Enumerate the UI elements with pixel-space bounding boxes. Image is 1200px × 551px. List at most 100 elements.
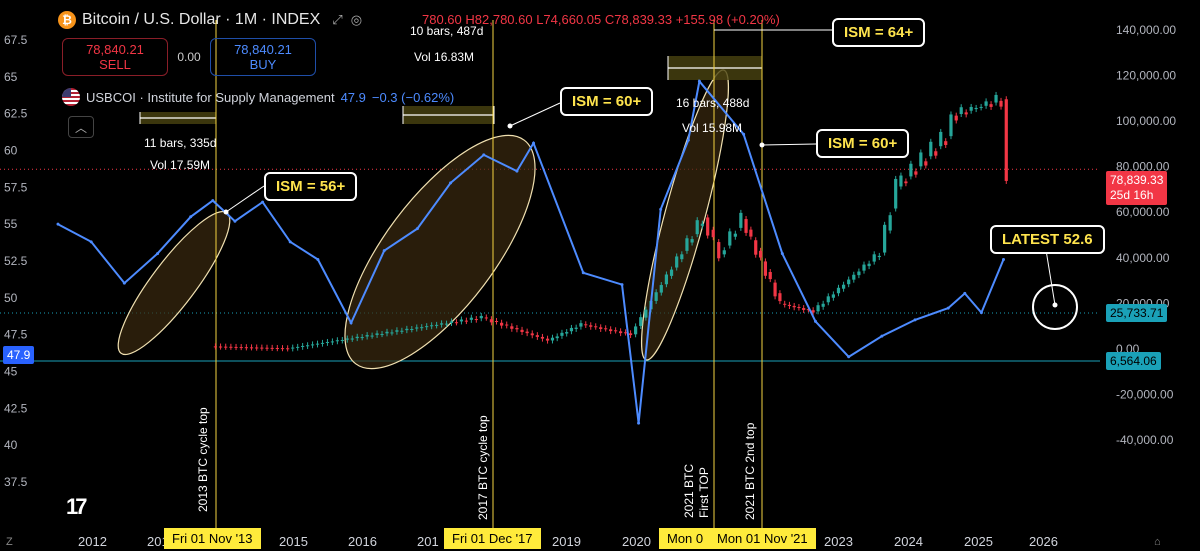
btc-candle — [305, 345, 310, 347]
btc-candle — [430, 325, 434, 327]
sell-button[interactable]: 78,840.21 SELL — [62, 38, 168, 76]
right-axis-tick: 100,000.00 — [1116, 114, 1176, 128]
ism-point — [946, 306, 950, 310]
btc-candle — [530, 333, 534, 336]
countdown: 25d 16h — [1110, 188, 1154, 202]
btc-candle — [525, 331, 529, 334]
line-level-tag: 25,733.71 — [1106, 304, 1168, 322]
left-axis-tick: 60 — [4, 144, 18, 158]
x-axis-tick-partial: 201 — [417, 534, 439, 549]
current-price-tag: 78,839.33 25d 16h — [1106, 171, 1168, 205]
btc-candle — [639, 317, 643, 326]
ism-point — [233, 219, 237, 223]
btc-candle — [224, 346, 228, 348]
btc-candle — [792, 305, 796, 308]
vline-label-2021-b: First TOP — [697, 467, 711, 518]
btc-candle — [802, 308, 806, 310]
sell-label: SELL — [99, 57, 131, 72]
btc-candle — [706, 217, 710, 236]
right-axis-tick: 60,000.00 — [1116, 205, 1170, 219]
btc-candle — [797, 307, 801, 309]
vline-label-2017: 2017 BTC cycle top — [476, 415, 490, 520]
right-axis-tick: 140,000.00 — [1116, 23, 1176, 37]
btc-candle — [569, 327, 574, 332]
btc-candle — [733, 233, 737, 237]
date-tag-2013: Fri 01 Nov '13 — [164, 528, 261, 549]
btc-candle — [944, 141, 948, 145]
left-axis-tick: 57.5 — [4, 180, 28, 194]
x-axis-tick-partial: 201 — [147, 534, 169, 549]
ism-point — [211, 199, 215, 203]
btc-candle — [763, 261, 768, 276]
right-axis-tick: -40,000.00 — [1116, 433, 1174, 447]
btc-candle — [479, 315, 483, 319]
ism-point — [515, 169, 519, 173]
btc-candle — [758, 250, 763, 258]
btc-candle — [464, 320, 468, 322]
btc-candle — [787, 304, 792, 306]
ism-point — [532, 141, 536, 145]
btc-candle — [929, 141, 933, 157]
btc-candle — [852, 274, 856, 280]
indicator-legend[interactable]: USBCOI · Institute for Supply Management… — [62, 88, 454, 106]
settings-icon[interactable]: ⌂ — [1154, 536, 1161, 548]
btc-candle — [924, 161, 928, 166]
ism-point — [316, 258, 320, 262]
callout-ism-60-2017[interactable]: ISM = 60+ — [560, 87, 654, 116]
left-axis-tick: 42.5 — [4, 401, 28, 415]
tradingview-logo[interactable]: 17 — [66, 494, 88, 519]
ism-point — [637, 421, 641, 425]
callout-latest[interactable]: LATEST 52.6 — [990, 225, 1105, 254]
btc-candle — [899, 175, 903, 187]
btc-candle — [395, 330, 399, 332]
left-axis-tick: 50 — [4, 291, 18, 305]
btc-candle — [1004, 99, 1008, 181]
left-axis-tick: 65 — [4, 70, 18, 84]
btc-candle — [415, 327, 419, 329]
btc-candle — [435, 324, 439, 326]
btc-candle — [867, 263, 871, 267]
callout-pointer — [509, 102, 561, 127]
btc-candle — [949, 114, 953, 137]
callout-ism-56[interactable]: ISM = 56+ — [264, 172, 358, 201]
highlight-ellipse — [344, 134, 536, 370]
left-axis-tick: 37.5 — [4, 475, 28, 489]
btc-candle — [560, 332, 564, 336]
chevron-up-icon[interactable]: ︿ — [68, 116, 94, 138]
btc-candle — [739, 212, 743, 228]
expand-icon[interactable]: ⤢ — [332, 12, 343, 27]
btc-candle — [335, 340, 339, 342]
btc-candle — [604, 328, 608, 330]
btc-candle — [685, 238, 689, 251]
buy-button[interactable]: 78,840.21 BUY — [210, 38, 316, 76]
btc-candle — [919, 152, 923, 167]
measure-2-bars: 10 bars, 487d — [410, 24, 484, 38]
btc-candle — [301, 345, 305, 347]
btc-candle — [330, 341, 335, 343]
btc-candle — [545, 338, 550, 341]
btc-candle — [883, 224, 887, 253]
btc-candle — [728, 231, 732, 246]
btc-candle — [717, 242, 721, 259]
hide-icon[interactable]: ◎ — [350, 12, 363, 27]
ism-point — [686, 138, 690, 142]
btc-candle — [375, 333, 379, 335]
buy-label: BUY — [249, 57, 277, 72]
btc-candle — [286, 348, 290, 350]
measure-2-vol: Vol 16.83M — [414, 50, 475, 64]
ism-point — [780, 252, 784, 256]
measure-3-bars: 16 bars, 488d — [676, 96, 750, 110]
callout-ism-60-2021[interactable]: ISM = 60+ — [816, 129, 910, 158]
symbol-title[interactable]: Bitcoin / U.S. Dollar · 1M · INDEX — [82, 11, 321, 28]
btc-candle — [888, 215, 892, 231]
btc-candle — [806, 309, 811, 311]
symbol-header[interactable]: ₿ Bitcoin / U.S. Dollar · 1M · INDEX ⤢ ◎ — [58, 8, 362, 32]
date-tag-2021-2nd: Mon 01 Nov '21 — [709, 528, 816, 549]
btc-candle — [574, 327, 578, 329]
timezone-icon[interactable]: Z — [6, 536, 13, 548]
btc-candle — [275, 348, 279, 350]
trade-panel: 78,840.21 SELL 0.00 78,840.21 BUY — [62, 38, 316, 76]
callout-ism-64[interactable]: ISM = 64+ — [832, 18, 926, 47]
btc-candle — [260, 347, 264, 349]
